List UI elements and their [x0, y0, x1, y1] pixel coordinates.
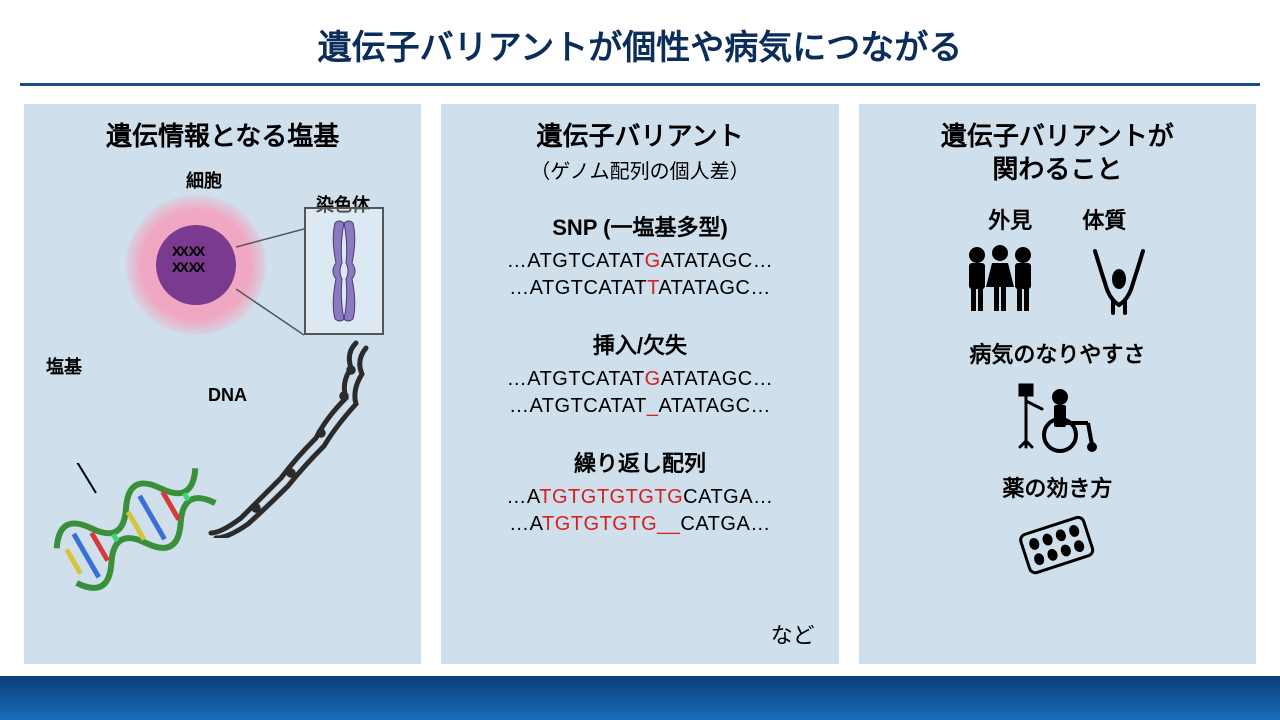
effect-drug: 薬の効き方	[871, 471, 1244, 581]
seq-block-repeat: 繰り返し配列 …ATGTGTGTGTGCATGA… …ATGTGTGTG__CA…	[453, 446, 826, 538]
seq-line: …ATGTCATATGATATAGC…	[453, 248, 826, 275]
label-cell: 細胞	[186, 167, 222, 193]
dna-helix-icon	[46, 463, 246, 623]
seq-line: …ATGTGTGTG__CATGA…	[453, 511, 826, 538]
panel-effects: 遺伝子バリアントが関わること 外見 体質	[859, 104, 1256, 664]
etc-label: など	[771, 618, 815, 650]
wheelchair-iv-icon	[871, 377, 1244, 457]
panel-variants: 遺伝子バリアント （ゲノム配列の個人差） SNP (一塩基多型) …ATGTCA…	[441, 104, 838, 664]
label-disease-risk: 病気のなりやすさ	[871, 337, 1244, 369]
seq-line: …ATGTCATAT_ATATAGC…	[453, 393, 826, 420]
seq-line: …ATGTGTGTGTGCATGA…	[453, 484, 826, 511]
panel-bases: 遺伝情報となる塩基 細胞 染色体 塩基 DNA XX XXXX XX	[24, 104, 421, 664]
seq-line: …ATGTCATATGATATAGC…	[453, 366, 826, 393]
label-appearance: 外見	[988, 203, 1032, 235]
label-drug-response: 薬の効き方	[871, 471, 1244, 503]
seq-line: …ATGTCATATTATATAGC…	[453, 275, 826, 302]
people-icon	[961, 243, 1039, 315]
label-base: 塩基	[46, 353, 82, 379]
seq-title-repeat: 繰り返し配列	[453, 446, 826, 478]
bottom-bar	[0, 676, 1280, 720]
label-constitution: 体質	[1082, 203, 1126, 235]
chromosome-icon	[328, 219, 360, 323]
effects-area: 外見 体質	[871, 203, 1244, 581]
body-icon	[1085, 243, 1153, 315]
seq-title-snp: SNP (一塩基多型)	[453, 210, 826, 242]
panel-variants-title: 遺伝子バリアント	[453, 120, 826, 153]
cell-dna-diagram: 細胞 染色体 塩基 DNA XX XXXX XX	[36, 163, 409, 643]
title-underline	[20, 83, 1260, 86]
seq-block-indel: 挿入/欠失 …ATGTCATATGATATAGC… …ATGTCATAT_ATA…	[453, 328, 826, 420]
seq-title-indel: 挿入/欠失	[453, 328, 826, 360]
effects-row-icons	[871, 243, 1244, 315]
seq-block-snp: SNP (一塩基多型) …ATGTCATATGATATAGC… …ATGTCAT…	[453, 210, 826, 302]
effect-disease: 病気のなりやすさ	[871, 337, 1244, 457]
panels-container: 遺伝情報となる塩基 細胞 染色体 塩基 DNA XX XXXX XX	[0, 104, 1280, 664]
chromosome-marks-icon: XX XXXX XX	[172, 243, 203, 275]
panel-variants-subtitle: （ゲノム配列の個人差）	[453, 155, 826, 184]
panel-bases-title: 遺伝情報となる塩基	[36, 120, 409, 153]
slide-title: 遺伝子バリアントが個性や病気につながる	[0, 0, 1280, 83]
pill-pack-icon	[871, 511, 1244, 581]
effects-row-labels: 外見 体質	[871, 203, 1244, 235]
panel-effects-title: 遺伝子バリアントが関わること	[871, 120, 1244, 185]
